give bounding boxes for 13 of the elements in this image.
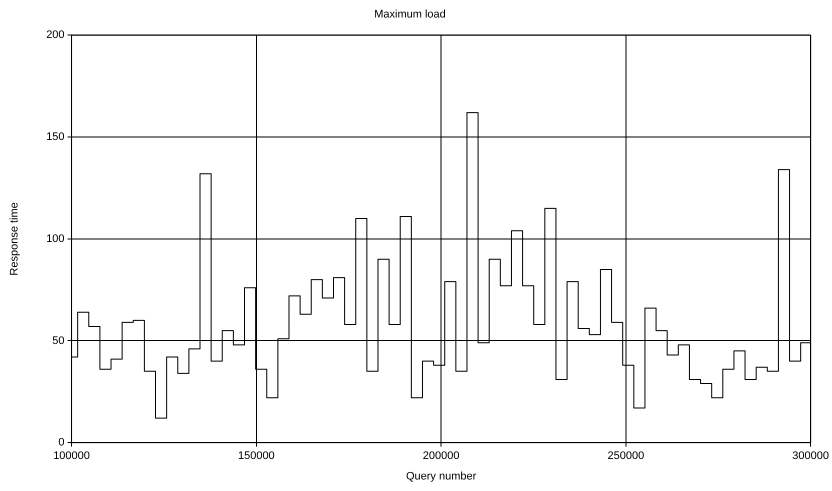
x-tick-label: 200000 <box>422 450 460 462</box>
x-tick-label: 100000 <box>53 450 90 462</box>
y-tick-label: 200 <box>46 29 65 42</box>
y-tick-label: 150 <box>46 131 65 144</box>
x-axis-title: Query number <box>406 470 477 482</box>
x-tick-label: 250000 <box>608 450 644 462</box>
y-axis-title: Response time <box>8 202 21 276</box>
x-tick-label: 150000 <box>238 450 275 462</box>
x-tick-label: 300000 <box>792 450 830 462</box>
y-tick-label: 100 <box>46 232 65 245</box>
chart-title: Maximum load <box>374 8 446 21</box>
y-tick-label: 0 <box>58 436 65 449</box>
y-tick-label: 50 <box>52 334 65 347</box>
